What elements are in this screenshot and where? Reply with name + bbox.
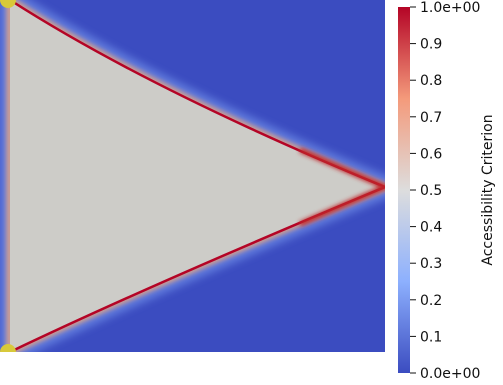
colorbar-tick-label: 0.3: [420, 256, 442, 272]
colorbar-tick-label: 0.1: [420, 329, 442, 345]
field-plot: [0, 0, 385, 352]
tip-highlight: [298, 147, 385, 227]
colorbar-title: Accessibility Criterion: [480, 114, 496, 265]
boundary-line: [9, 0, 385, 352]
interior-region: [10, 0, 385, 352]
colorbar: 1.0e+00 0.9 0.8 0.7 0.6 0.5 0.4 0.3 0.2 0.1 0.0e+0…: [392, 0, 503, 385]
colorbar-ticks: 1.0e+00 0.9 0.8 0.7 0.6 0.5 0.4 0.3 0.2 0.1 0.0e+0…: [410, 0, 480, 382]
colorbar-tick-label: 0.7: [420, 110, 442, 126]
colorbar-tick-label: 0.9: [420, 37, 442, 53]
colorbar-tick-label: 1.0e+00: [420, 0, 480, 16]
corner-marker-bottom: [0, 344, 16, 352]
colorbar-tick-label: 0.2: [420, 293, 442, 309]
colorbar-tick-label: 0.8: [420, 73, 442, 89]
colorbar-tick-label: 0.5: [420, 183, 442, 199]
colorbar-tick-label: 0.0e+00: [420, 366, 480, 382]
colorbar-tick-label: 0.4: [420, 220, 442, 236]
colorbar-tick-label: 0.6: [420, 146, 442, 162]
colorbar-gradient: [398, 7, 410, 373]
corner-marker-top: [0, 0, 16, 8]
